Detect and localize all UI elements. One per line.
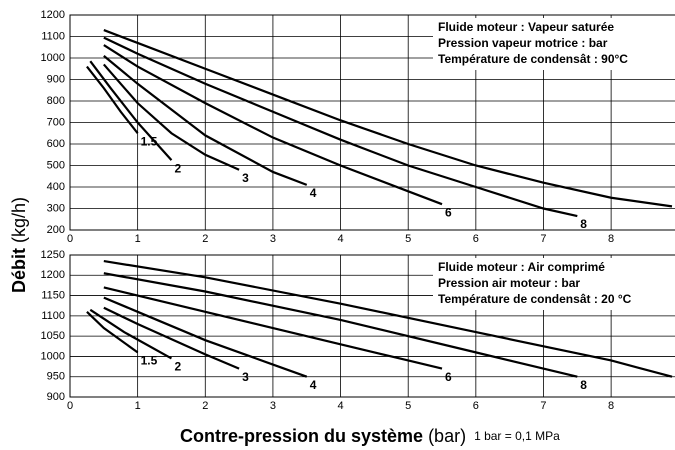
series-label: 4 — [310, 186, 317, 200]
annotation: Température de condensât : 90°C — [438, 52, 628, 66]
curve — [103, 272, 578, 378]
series-label: 6 — [445, 370, 452, 384]
curve — [103, 306, 240, 370]
y-tick-label: 200 — [47, 224, 65, 236]
x-tick-label: 8 — [608, 400, 614, 412]
series-label: 2 — [174, 161, 181, 175]
x-tick-label: 7 — [540, 233, 546, 245]
x-tick-label: 7 — [540, 400, 546, 412]
x-tick-label: 1 — [135, 233, 141, 245]
curve — [86, 311, 139, 354]
x-tick-label: 5 — [405, 233, 411, 245]
annotation-box — [433, 258, 675, 310]
series-label: 3 — [242, 370, 249, 384]
x-tick-label: 4 — [337, 233, 343, 245]
y-tick-label: 1200 — [41, 269, 65, 281]
x-label-bold: Contre-pression du système — [180, 426, 423, 446]
y-axis-label: Débit (kg/h) — [9, 197, 29, 293]
series-label: 1.5 — [141, 354, 158, 368]
y-tick-label: 900 — [47, 73, 65, 85]
y-tick-label: 400 — [47, 181, 65, 193]
x-label-unit: (bar) — [428, 426, 466, 446]
note: 1 bar = 0,1 MPa — [474, 429, 560, 443]
y-tick-label: 1000 — [41, 52, 65, 64]
curve — [89, 308, 172, 360]
x-tick-label: 2 — [202, 233, 208, 245]
plot-frame — [69, 254, 675, 398]
y-label-bold: Débit — [9, 248, 29, 293]
x-tick-label: 2 — [202, 400, 208, 412]
y-tick-label: 700 — [47, 116, 65, 128]
curve — [89, 60, 173, 161]
annotation-box — [433, 18, 675, 70]
y-tick-label: 1150 — [41, 289, 65, 301]
y-tick-label: 1250 — [41, 249, 65, 261]
y-tick-label: 1050 — [41, 330, 65, 342]
annotation: Pression air moteur : bar — [438, 276, 580, 290]
series-label: 8 — [580, 378, 587, 392]
annotation: Température de condensât : 20 °C — [438, 292, 632, 306]
annotation: Fluide moteur : Vapeur saturée — [438, 20, 614, 34]
x-tick-label: 3 — [270, 233, 276, 245]
plot-frame — [69, 14, 675, 231]
y-label-unit: (kg/h) — [9, 197, 29, 243]
curve — [103, 55, 308, 186]
x-axis-label: Contre-pression du système (bar) 1 bar = 0… — [180, 426, 560, 446]
y-tick-label: 1000 — [41, 350, 65, 362]
series-label: 4 — [310, 378, 317, 392]
x-tick-label: 5 — [405, 400, 411, 412]
x-tick-label: 8 — [608, 233, 614, 245]
y-tick-label: 950 — [47, 371, 65, 383]
y-tick-label: 1100 — [41, 30, 65, 42]
x-tick-label: 4 — [337, 400, 343, 412]
curve — [103, 29, 673, 208]
annotation: Fluide moteur : Air comprimé — [438, 260, 605, 274]
x-tick-label: 1 — [135, 400, 141, 412]
y-tick-label: 1200 — [41, 9, 65, 21]
y-tick-label: 600 — [47, 138, 65, 150]
series-label: 6 — [445, 205, 452, 219]
curve — [103, 296, 308, 378]
series-label: 3 — [242, 171, 249, 185]
x-tick-label: 6 — [473, 400, 479, 412]
annotation: Pression vapeur motrice : bar — [438, 36, 608, 50]
y-tick-label: 300 — [47, 202, 65, 214]
curve — [103, 36, 578, 218]
curve — [103, 44, 443, 206]
curve — [102, 63, 240, 171]
series-label: 1.5 — [141, 134, 158, 148]
curve — [103, 286, 443, 370]
series-label: 8 — [580, 217, 587, 231]
y-tick-label: 500 — [47, 159, 65, 171]
x-tick-label: 3 — [270, 400, 276, 412]
y-tick-label: 800 — [47, 95, 65, 107]
series-label: 2 — [174, 360, 181, 374]
y-tick-label: 900 — [47, 391, 65, 403]
x-tick-label: 0 — [67, 233, 73, 245]
x-tick-label: 6 — [473, 233, 479, 245]
curve — [103, 259, 673, 378]
y-tick-label: 1100 — [41, 310, 65, 322]
curve — [86, 65, 139, 134]
x-tick-label: 0 — [67, 400, 73, 412]
